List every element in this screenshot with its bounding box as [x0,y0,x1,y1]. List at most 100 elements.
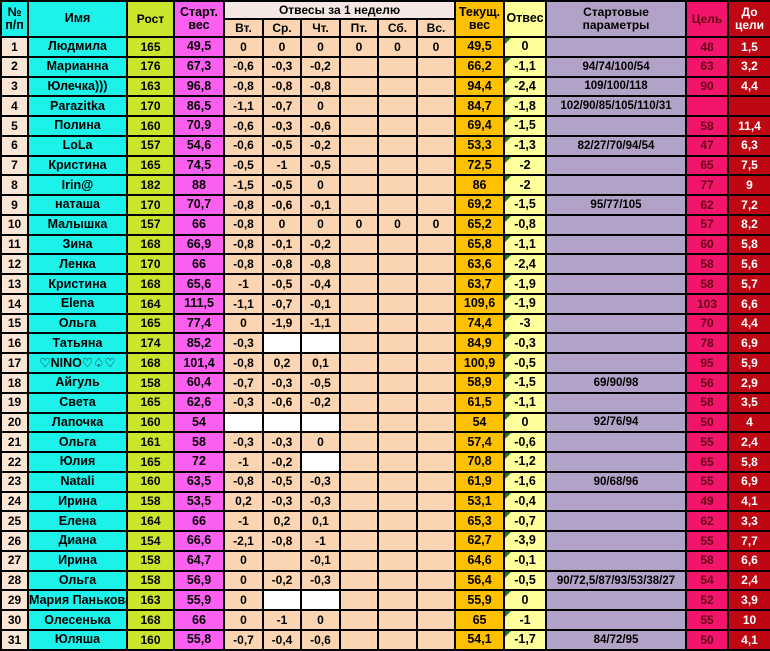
cell-goal[interactable]: 90 [685,75,730,98]
cell-row-number[interactable]: 12 [0,253,29,276]
cell-height[interactable]: 170 [126,194,175,216]
cell-current-weight[interactable]: 56,4 [454,569,506,592]
cell-height[interactable]: 165 [126,391,175,414]
cell-name[interactable]: Ирина [27,490,128,513]
cell-current-weight[interactable]: 53,1 [454,490,506,513]
cell-day-sat[interactable] [377,451,418,473]
cell-week-loss[interactable]: -1,1 [503,55,548,78]
cell-day-tue[interactable]: 0 [223,589,264,612]
cell-day-fri[interactable] [339,292,379,315]
cell-week-loss[interactable]: 0 [503,411,548,434]
cell-to-goal[interactable]: 7,2 [727,194,770,216]
cell-day-sat[interactable] [377,154,418,177]
cell-height[interactable]: 168 [126,352,175,375]
cell-start-weight[interactable]: 54,6 [173,134,225,157]
cell-current-weight[interactable]: 65,8 [454,233,506,256]
cell-to-goal[interactable]: 4,4 [727,75,770,98]
cell-day-tue[interactable]: -1,1 [223,292,264,315]
cell-name[interactable]: Ольга [27,569,128,592]
cell-day-sun[interactable] [415,55,457,78]
cell-height[interactable]: 154 [126,530,175,552]
cell-name[interactable]: Юляша [27,628,128,651]
cell-week-loss[interactable]: 0 [503,36,548,58]
cell-day-tue[interactable]: -0,3 [223,332,264,355]
cell-day-tue[interactable]: -0,6 [223,115,264,137]
cell-day-sat[interactable] [377,55,418,78]
cell-day-sat[interactable] [377,431,418,454]
cell-start-params[interactable] [545,510,688,533]
cell-day-thu[interactable]: 0 [300,36,341,58]
cell-day-sun[interactable] [415,411,457,434]
cell-day-wed[interactable]: 0,2 [262,352,302,375]
cell-day-sat[interactable]: 0 [377,36,418,58]
cell-day-thu[interactable]: 0 [300,174,341,197]
cell-day-wed[interactable]: -0,6 [262,194,302,216]
cell-day-thu[interactable]: -0,3 [300,490,341,513]
cell-day-sat[interactable] [377,569,418,592]
cell-start-weight[interactable]: 96,8 [173,75,225,98]
cell-to-goal[interactable]: 6,6 [727,292,770,315]
cell-week-loss[interactable]: -0,6 [503,431,548,454]
cell-current-weight[interactable]: 53,3 [454,134,506,157]
cell-name[interactable]: Юлия [27,451,128,473]
cell-start-weight[interactable]: 62,6 [173,391,225,414]
cell-row-number[interactable]: 31 [0,628,29,651]
cell-start-weight[interactable]: 56,9 [173,569,225,592]
cell-current-weight[interactable]: 86 [454,174,506,197]
cell-week-loss[interactable]: -1,1 [503,391,548,414]
header-day-sun[interactable]: Вс. [415,18,457,38]
cell-goal[interactable]: 55 [685,530,730,552]
cell-day-wed[interactable]: -1 [262,609,302,631]
cell-day-sun[interactable] [415,174,457,197]
cell-start-params[interactable] [545,352,688,375]
cell-day-sun[interactable] [415,332,457,355]
cell-day-tue[interactable]: -0,8 [223,194,264,216]
cell-start-params[interactable]: 69/90/98 [545,372,688,394]
cell-name[interactable]: Ирина [27,549,128,572]
cell-height[interactable]: 174 [126,332,175,355]
cell-week-loss[interactable]: -3 [503,312,548,335]
cell-day-tue[interactable]: 0 [223,36,264,58]
header-name[interactable]: Имя [27,0,128,38]
cell-height[interactable]: 158 [126,490,175,513]
cell-day-wed[interactable]: -0,1 [262,233,302,256]
cell-day-tue[interactable]: -0,8 [223,352,264,375]
cell-day-thu[interactable]: 0 [300,95,341,118]
cell-day-sat[interactable] [377,233,418,256]
cell-day-sat[interactable] [377,174,418,197]
cell-height[interactable]: 161 [126,431,175,454]
cell-day-sun[interactable] [415,154,457,177]
cell-day-wed[interactable]: -0,8 [262,253,302,276]
cell-to-goal[interactable]: 6,6 [727,549,770,572]
header-day-tue[interactable]: Вт. [223,18,264,38]
cell-row-number[interactable]: 4 [0,95,29,118]
cell-height[interactable]: 168 [126,609,175,631]
cell-day-fri[interactable] [339,510,379,533]
cell-day-sun[interactable] [415,253,457,276]
cell-day-tue[interactable] [223,411,264,434]
cell-day-thu[interactable]: -0,2 [300,233,341,256]
cell-to-goal[interactable]: 10 [727,609,770,631]
cell-current-weight[interactable]: 65 [454,609,506,631]
cell-day-wed[interactable]: -0,8 [262,530,302,552]
cell-day-fri[interactable] [339,411,379,434]
cell-start-params[interactable]: 102/90/85/105/110/31 [545,95,688,118]
cell-day-fri[interactable] [339,549,379,572]
cell-day-sat[interactable] [377,372,418,394]
cell-day-sat[interactable] [377,549,418,572]
cell-day-wed[interactable]: -1,9 [262,312,302,335]
cell-day-wed[interactable] [262,332,302,355]
cell-goal[interactable]: 52 [685,589,730,612]
cell-start-params[interactable]: 95/77/105 [545,194,688,216]
cell-day-tue[interactable]: -0,3 [223,391,264,414]
cell-day-thu[interactable] [300,451,341,473]
cell-start-params[interactable]: 109/100/118 [545,75,688,98]
cell-row-number[interactable]: 15 [0,312,29,335]
cell-row-number[interactable]: 11 [0,233,29,256]
cell-goal[interactable]: 55 [685,609,730,631]
cell-day-sat[interactable] [377,253,418,276]
cell-day-wed[interactable]: -0,2 [262,451,302,473]
cell-week-loss[interactable]: -1,5 [503,115,548,137]
cell-day-thu[interactable]: -0,5 [300,372,341,394]
cell-day-thu[interactable]: -0,1 [300,549,341,572]
